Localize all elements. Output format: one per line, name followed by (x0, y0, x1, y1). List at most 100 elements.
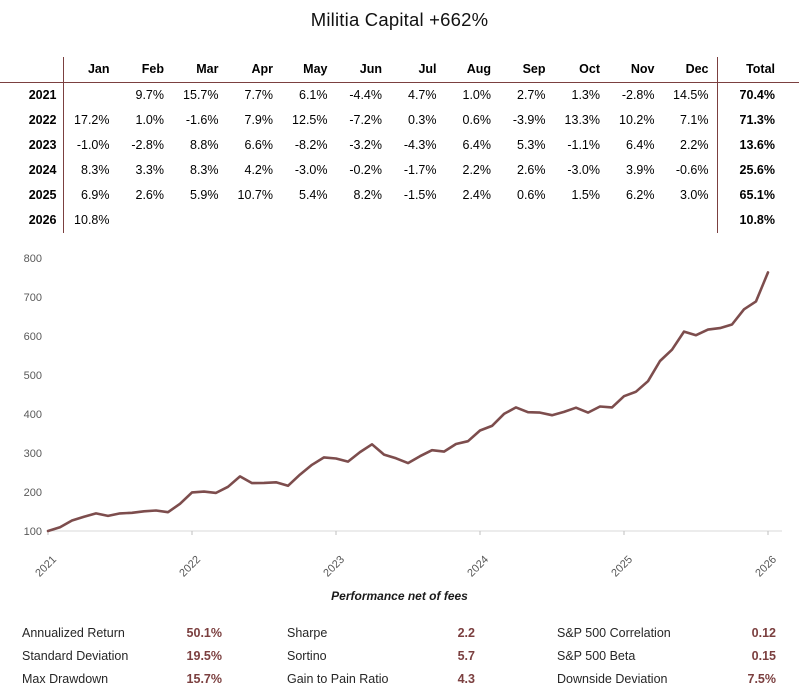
return-cell: 5.9% (190, 188, 219, 202)
return-cell (390, 208, 445, 233)
table-row-2026: 2026 10.8% 10.8% (0, 208, 799, 233)
return-cell: -3.0% (294, 163, 328, 177)
month-header-cell: Sep (522, 62, 546, 76)
year-cell: 2021 (0, 82, 64, 108)
return-cell (663, 208, 718, 233)
total-cell: 25.6% (716, 158, 799, 183)
month-header-cell: Nov (630, 62, 655, 76)
x-axis-tick-label: 2023 (321, 554, 347, 580)
month-header-cell: Jan (87, 62, 110, 76)
stat-label: S&P 500 Beta (557, 649, 636, 663)
stat-label: Sharpe (287, 626, 328, 640)
return-cell: -0.2% (349, 163, 382, 177)
stat-row: Standard Deviation 19.5% (22, 645, 222, 668)
return-cell: -1.6% (185, 113, 219, 127)
table-row-2025: 2025 6.9% 2.6% 5.9% 10.7% 5.4% 8.2% -1.5% 2.4% 0.… (0, 183, 799, 208)
return-cell: -8.2% (294, 138, 328, 152)
return-cell: 14.5% (673, 88, 709, 102)
stat-label: Max Drawdown (22, 672, 109, 686)
return-cell: 2.2% (680, 138, 709, 152)
return-cell: 10.7% (237, 188, 273, 202)
return-cell: 8.2% (353, 188, 383, 202)
month-header-cell: Jul (418, 62, 437, 76)
stat-value: 19.5% (186, 649, 222, 663)
month-header-cell: Feb (141, 62, 164, 76)
return-cell: 12.5% (292, 113, 328, 127)
return-cell: 4.2% (244, 163, 274, 177)
return-cell: 10.2% (619, 113, 655, 127)
stat-row: Sortino 5.7 (287, 645, 475, 668)
stat-value: 0.12 (751, 626, 776, 640)
total-header-cell: Total (716, 57, 799, 83)
stat-row: Downside Deviation 7.5% (557, 668, 776, 691)
table-corner-cell (0, 57, 64, 83)
return-cell: 2.6% (135, 188, 165, 202)
stats-column-ratios: Sharpe 2.2 Sortino 5.7 Gain to Pain Ratio 4.3 (287, 622, 475, 691)
total-cell: 70.4% (716, 82, 799, 108)
return-cell: 2.2% (462, 163, 492, 177)
year-cell: 2023 (0, 133, 64, 158)
monthly-returns-table: Jan Feb Mar Apr May Jun Jul Aug Sep Oct Nov Dec Tota… (0, 57, 799, 233)
stats-column-market: S&P 500 Correlation 0.12 S&P 500 Beta 0.15 D… (557, 622, 776, 691)
stat-row: S&P 500 Beta 0.15 (557, 645, 776, 668)
return-cell: 2.4% (462, 188, 492, 202)
x-axis-tick-label: 2026 (753, 554, 779, 580)
table-row-2021: 2021 9.7% 15.7% 7.7% 6.1% -4.4% 4.7% 1.0% 2.7% 1.… (0, 82, 799, 108)
line-chart-svg: 100 200 300 400 500 600 700 800 2021 2022 2023 2024… (24, 253, 782, 580)
y-axis-tick-label: 500 (24, 370, 42, 382)
x-axis-tick-label: 2024 (465, 554, 491, 580)
return-cell (445, 208, 500, 233)
return-cell (336, 208, 391, 233)
return-cell: 2.7% (517, 88, 546, 102)
return-cell: -1.1% (567, 138, 600, 152)
month-header-cell: Apr (251, 62, 273, 76)
month-header-cell: Mar (196, 62, 219, 76)
return-cell (172, 208, 227, 233)
return-cell (608, 208, 663, 233)
return-cell (118, 208, 173, 233)
stat-value: 7.5% (747, 672, 777, 686)
return-cell: 2.6% (517, 163, 546, 177)
return-cell: 3.0% (680, 188, 709, 202)
year-cell: 2022 (0, 108, 64, 133)
stat-row: Annualized Return 50.1% (22, 622, 222, 645)
y-axis-tick-label: 300 (24, 448, 42, 460)
total-cell: 13.6% (716, 133, 799, 158)
return-cell: 13.3% (564, 113, 600, 127)
year-cell: 2024 (0, 158, 64, 183)
return-cell: -0.6% (675, 163, 709, 177)
return-cell: 8.3% (81, 163, 110, 177)
stat-label: Annualized Return (22, 626, 125, 640)
return-cell: -2.8% (131, 138, 164, 152)
year-cell: 2025 (0, 183, 64, 208)
return-cell (499, 208, 554, 233)
table-row-2022: 2022 17.2% 1.0% -1.6% 7.9% 12.5% -7.2% 0.3% 0.6%… (0, 108, 799, 133)
return-cell: 6.9% (81, 188, 110, 202)
table-row-2024: 2024 8.3% 3.3% 8.3% 4.2% -3.0% -0.2% -1.7% 2.2% 2… (0, 158, 799, 183)
stat-label: Sortino (287, 649, 327, 663)
y-axis-tick-label: 600 (24, 331, 42, 343)
return-cell: -1.7% (403, 163, 437, 177)
return-cell: 1.0% (462, 88, 492, 102)
y-axis-tick-label: 800 (24, 253, 42, 265)
return-cell: 6.4% (462, 138, 492, 152)
return-cell: 0.6% (517, 188, 546, 202)
return-cell: 4.7% (408, 88, 437, 102)
month-header-cell: Oct (579, 62, 600, 76)
year-cell: 2026 (0, 208, 64, 233)
x-axis-tick-label: 2025 (609, 554, 635, 580)
return-cell: -2.8% (621, 88, 655, 102)
return-cell: 7.9% (244, 113, 274, 127)
y-axis-tick-label: 100 (24, 526, 42, 538)
return-cell: -4.4% (349, 88, 382, 102)
stat-value: 2.2 (457, 626, 475, 640)
return-cell: 1.5% (571, 188, 601, 202)
return-cell: 17.2% (74, 113, 110, 127)
y-axis-tick-label: 400 (24, 409, 42, 421)
return-cell: 0.6% (462, 113, 492, 127)
chart-caption: Performance net of fees (331, 589, 468, 603)
return-cell (281, 208, 336, 233)
month-header-cell: Dec (685, 62, 709, 76)
performance-series-line (46, 271, 770, 533)
